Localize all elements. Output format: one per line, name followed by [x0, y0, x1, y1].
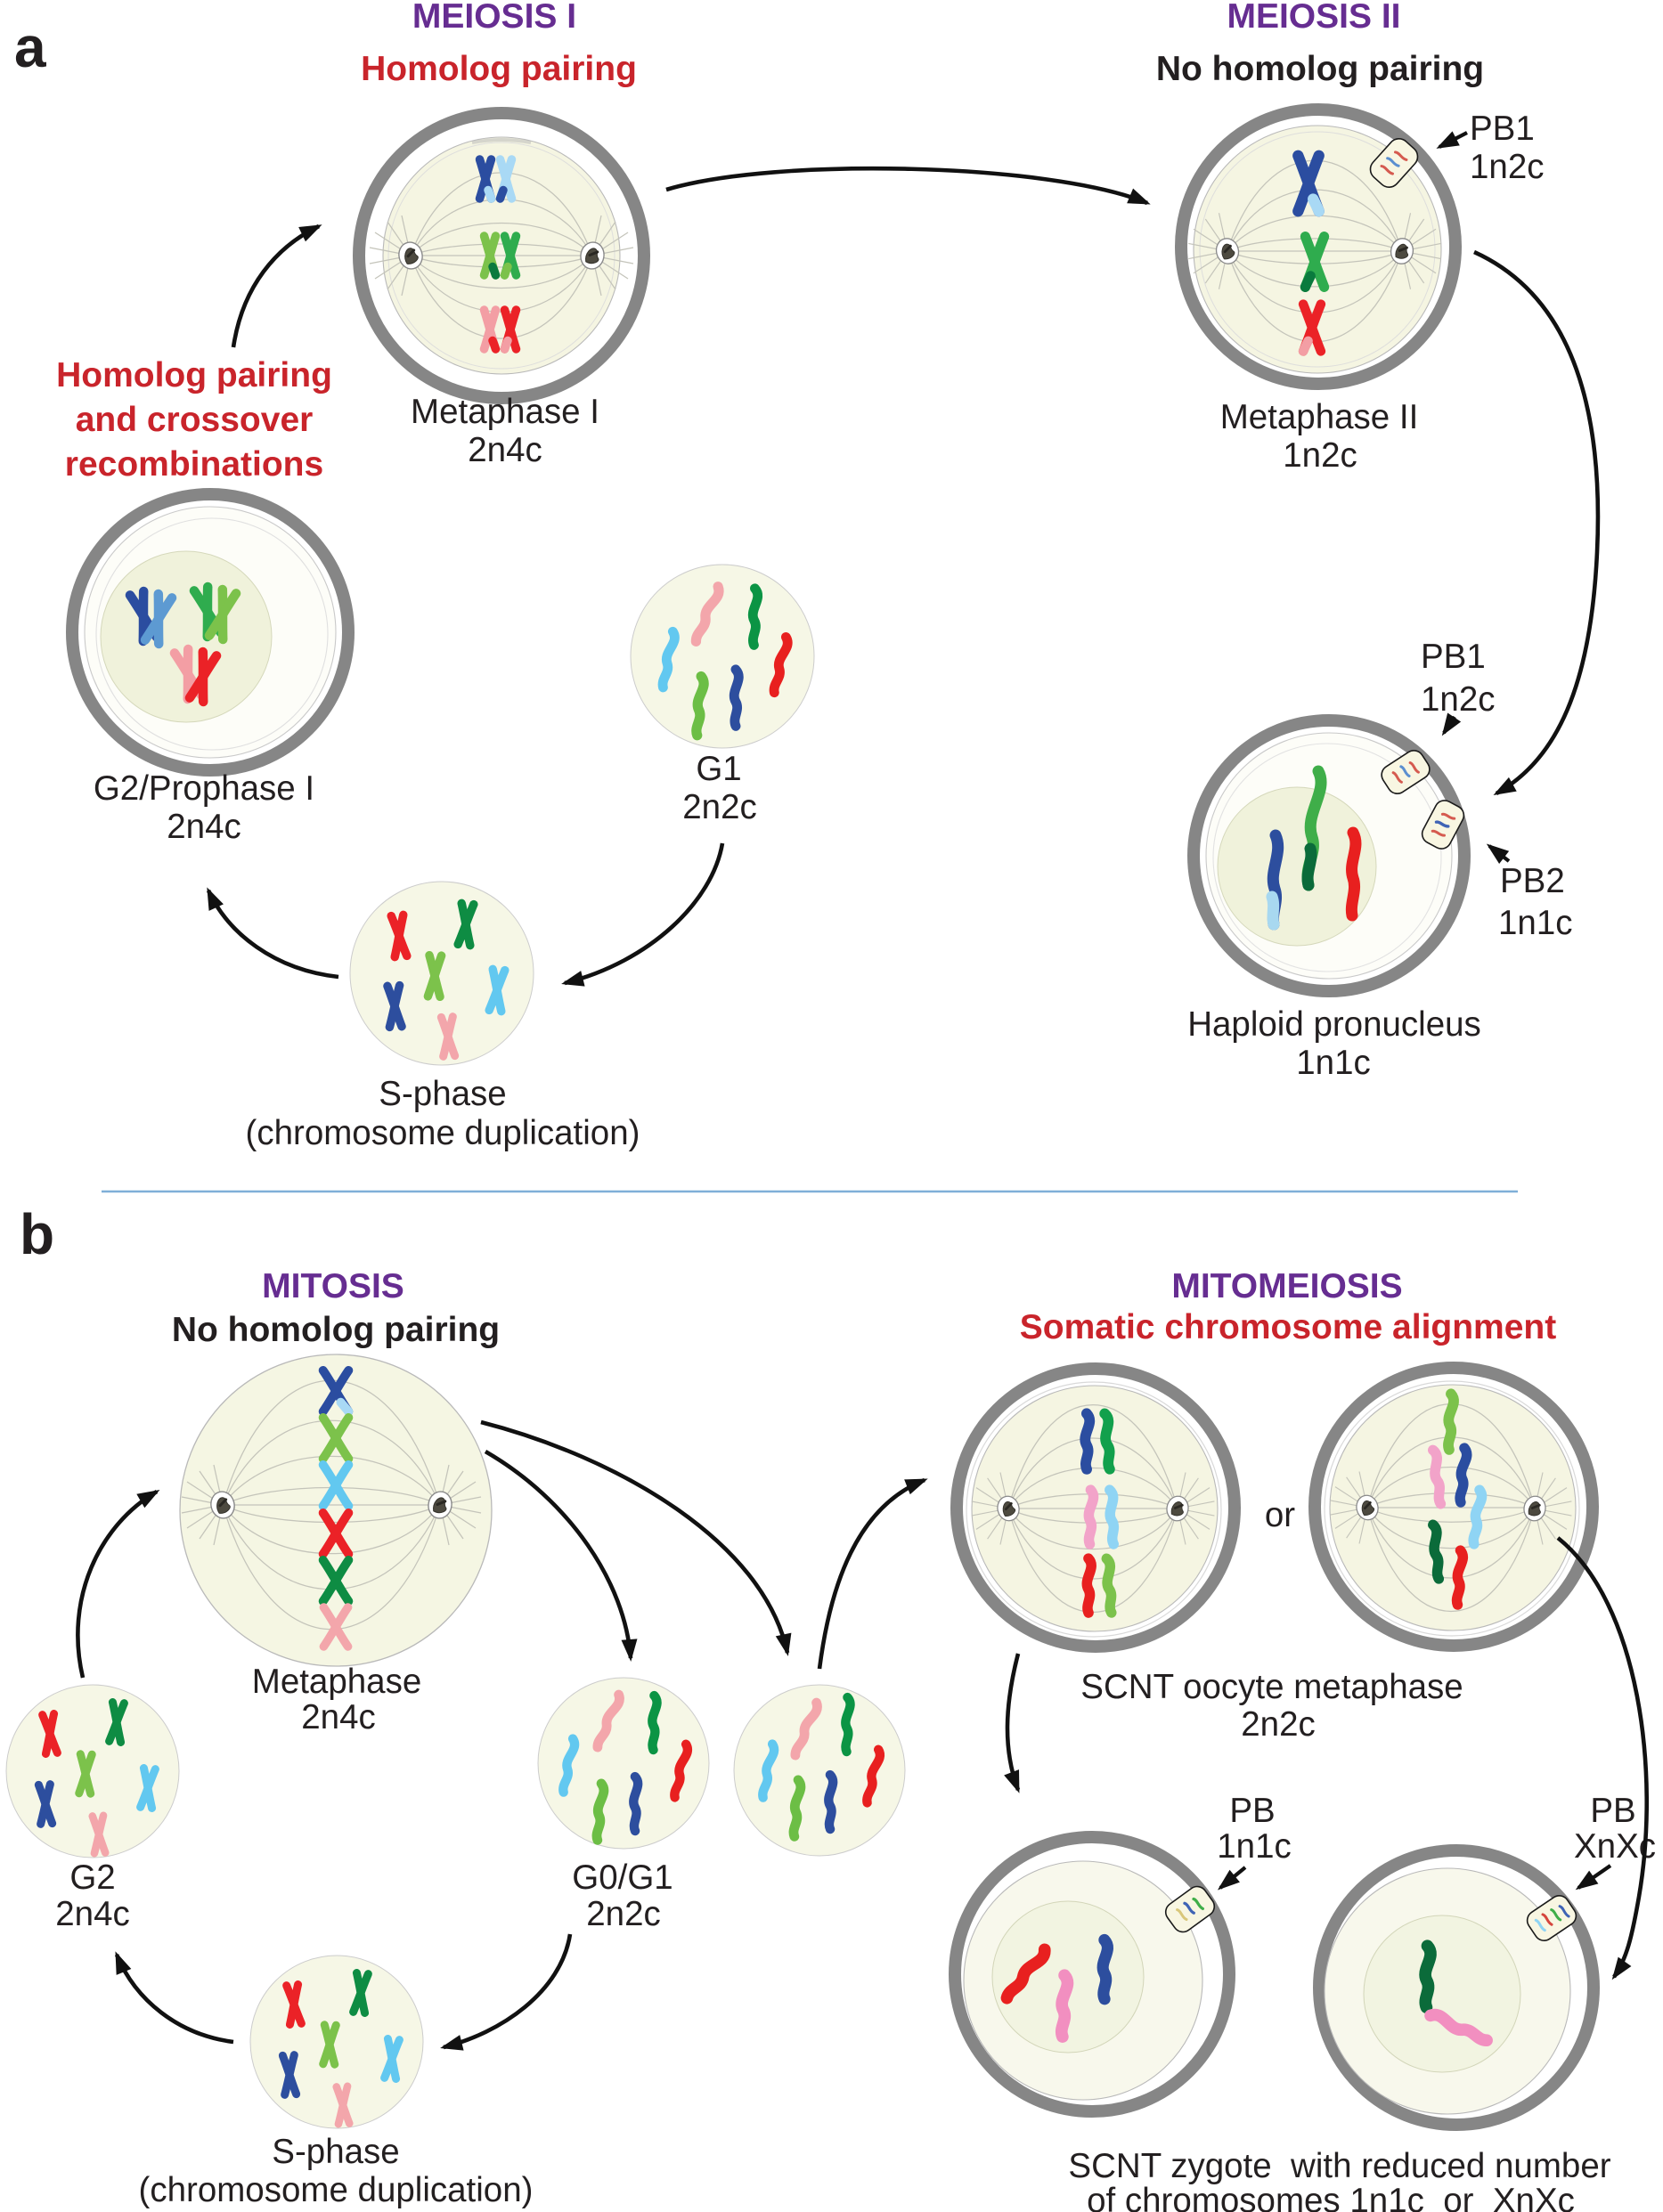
svg-text:SCNT zygote with reduced numb: SCNT zygote with reduced number [1068, 2147, 1610, 2185]
svg-text:1n2c: 1n2c [1470, 148, 1545, 186]
svg-text:1n1c: 1n1c [1498, 904, 1573, 942]
svg-text:2n4c: 2n4c [301, 1698, 376, 1736]
svg-text:PB: PB [1590, 1792, 1635, 1830]
svg-text:and crossover: and crossover [76, 401, 314, 439]
svg-text:MITOMEIOSIS: MITOMEIOSIS [1171, 1267, 1402, 1305]
svg-text:Metaphase I: Metaphase I [411, 393, 599, 431]
svg-text:Homolog pairing: Homolog pairing [56, 356, 332, 394]
svg-text:(chromosome duplication): (chromosome duplication) [246, 1114, 640, 1152]
svg-text:Metaphase: Metaphase [252, 1663, 422, 1701]
svg-text:PB2: PB2 [1500, 862, 1565, 900]
svg-text:1n2c: 1n2c [1421, 680, 1496, 719]
svg-text:PB1: PB1 [1470, 110, 1535, 148]
svg-text:recombinations: recombinations [65, 445, 323, 484]
svg-text:Haploid pronucleus: Haploid pronucleus [1187, 1005, 1481, 1044]
svg-text:Somatic chromosome alignment: Somatic chromosome alignment [1020, 1308, 1556, 1346]
svg-text:Homolog pairing: Homolog pairing [361, 50, 637, 88]
svg-text:2n4c: 2n4c [468, 431, 542, 469]
svg-text:S-phase: S-phase [272, 2133, 399, 2171]
svg-text:or: or [1265, 1496, 1295, 1534]
svg-text:G2: G2 [69, 1858, 115, 1897]
svg-text:of chromosomes 1n1c or XnXc: of chromosomes 1n1c or XnXc [1087, 2182, 1575, 2212]
svg-text:a: a [14, 15, 46, 79]
svg-text:No homolog pairing: No homolog pairing [172, 1311, 500, 1349]
svg-text:MITOSIS: MITOSIS [262, 1267, 404, 1305]
svg-text:G2/Prophase I: G2/Prophase I [94, 769, 314, 808]
svg-text:PB1: PB1 [1421, 638, 1486, 676]
svg-text:MEIOSIS I: MEIOSIS I [412, 0, 576, 36]
svg-text:MEIOSIS II: MEIOSIS II [1227, 0, 1400, 36]
svg-text:(chromosome duplication): (chromosome duplication) [139, 2171, 534, 2209]
svg-text:1n1c: 1n1c [1296, 1044, 1371, 1082]
svg-text:Metaphase II: Metaphase II [1220, 398, 1419, 436]
svg-text:G0/G1: G0/G1 [572, 1858, 673, 1897]
svg-text:2n2c: 2n2c [1241, 1705, 1316, 1744]
svg-text:2n2c: 2n2c [586, 1895, 661, 1933]
svg-text:b: b [20, 1202, 54, 1266]
svg-text:G1: G1 [696, 750, 741, 788]
svg-text:SCNT oocyte metaphase: SCNT oocyte metaphase [1080, 1668, 1463, 1706]
svg-text:S-phase: S-phase [379, 1075, 506, 1113]
svg-text:No homolog pairing: No homolog pairing [1156, 50, 1484, 88]
svg-text:PB: PB [1229, 1792, 1275, 1830]
svg-text:2n4c: 2n4c [167, 808, 241, 846]
svg-text:1n1c: 1n1c [1217, 1827, 1292, 1866]
svg-text:1n2c: 1n2c [1283, 436, 1357, 475]
svg-text:2n4c: 2n4c [55, 1895, 130, 1933]
svg-text:2n2c: 2n2c [682, 788, 757, 826]
